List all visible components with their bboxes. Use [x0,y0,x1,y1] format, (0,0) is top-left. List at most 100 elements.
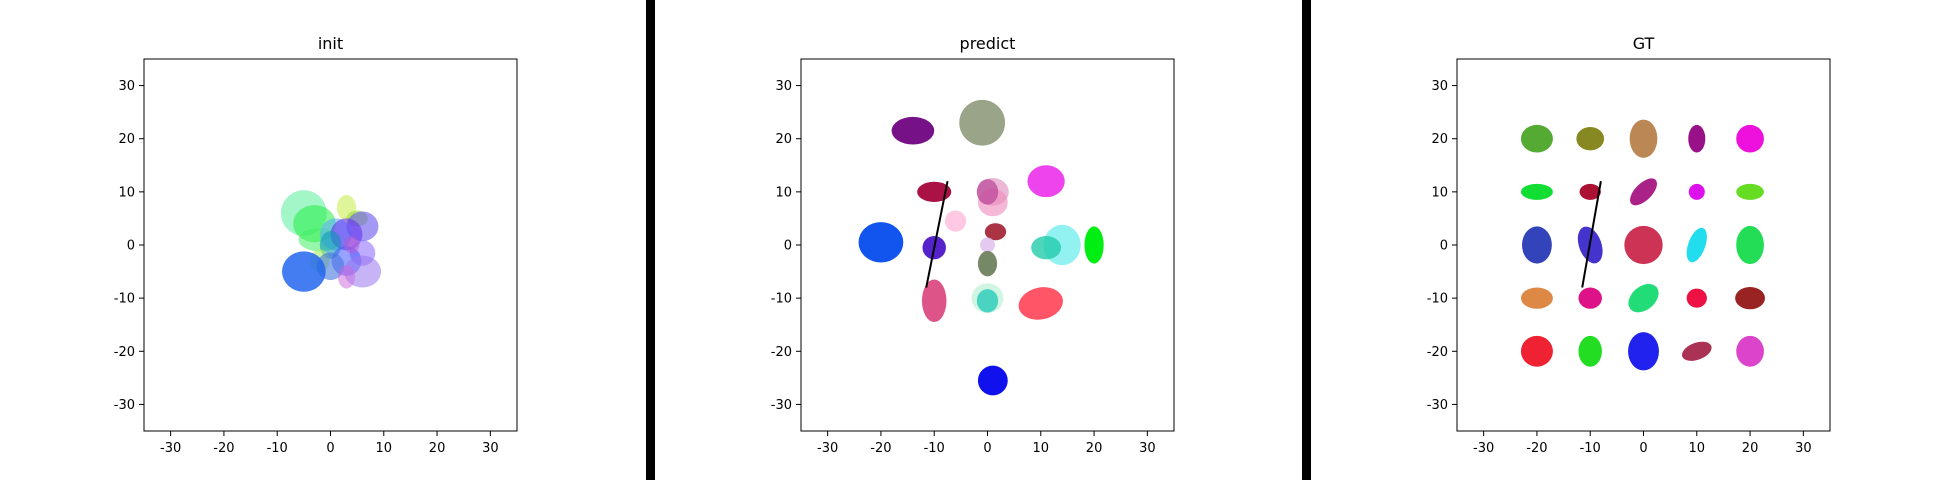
x-axis-predict: -30 -20 -10 0 10 20 30 [817,431,1156,456]
panel-init: init -30 -20 -10 0 10 20 30 -30 -20 -10 0 10 20 30 [114,34,518,456]
shape-gt-5 [1736,124,1764,153]
y-tick-label: 0 [1440,239,1448,254]
y-tick-label: 10 [118,185,135,200]
y-tick-label: -20 [771,345,792,360]
y-tick-label: -10 [1427,292,1448,307]
y-axis-predict: -30 -20 -10 0 10 20 30 [771,79,801,413]
panel-title-predict: predict [960,34,1016,53]
x-tick-label: 30 [1139,441,1156,456]
shape-init-16 [337,265,356,289]
shape-predict-15 [980,237,995,253]
shape-predict-8 [858,222,904,263]
shape-gt-18 [1628,283,1659,313]
panel-title-init: init [318,34,343,53]
plot-area-init [280,190,382,292]
x-tick-label: 10 [1689,441,1706,456]
plot-area-gt [1520,119,1765,371]
panel-divider-left [646,0,655,480]
x-tick-label: -10 [267,441,288,456]
plot-area-predict [858,99,1104,396]
shape-gt-2 [1576,127,1605,151]
x-tick-label: -10 [924,441,945,456]
x-tick-label: -20 [870,441,891,456]
shape-init-14 [282,251,326,292]
shape-predict-13 [1084,226,1104,264]
x-tick-label: 0 [1639,441,1647,456]
shape-gt-7 [1579,183,1601,200]
x-axis-gt: -30 -20 -10 0 10 20 30 [1473,431,1812,456]
shape-gt-17 [1578,287,1602,309]
x-tick-label: 0 [983,441,991,456]
shape-predict-4 [917,181,952,202]
shape-gt-22 [1578,335,1602,367]
line-segment-predict [925,181,949,288]
x-axis-init: -30 -20 -10 0 10 20 30 [160,431,499,456]
shape-predict-2 [959,99,1006,146]
shape-predict-16 [977,250,998,277]
x-tick-label: -20 [213,441,234,456]
shape-predict-10 [984,223,1007,241]
y-tick-label: 10 [1431,185,1448,200]
shape-gt-19 [1686,288,1707,308]
shape-gt-23 [1628,332,1659,371]
shape-predict-1 [891,116,935,145]
x-tick-label: 20 [429,441,446,456]
shape-predict-17 [921,279,947,323]
x-tick-label: 20 [1086,441,1103,456]
y-tick-label: 0 [127,239,135,254]
x-tick-label: -20 [1526,441,1547,456]
shape-gt-21 [1520,335,1553,367]
x-tick-label: -10 [1580,441,1601,456]
y-tick-label: 0 [784,239,792,254]
shape-predict-9 [944,210,967,232]
y-tick-label: 10 [775,185,792,200]
y-tick-label: 20 [775,132,792,147]
x-tick-label: 30 [482,441,499,456]
y-tick-label: -10 [114,292,135,307]
shape-gt-8 [1630,178,1657,206]
x-tick-label: 20 [1742,441,1759,456]
shape-gt-20 [1735,286,1765,310]
y-tick-label: -30 [771,398,792,413]
shape-gt-15 [1736,225,1764,265]
y-axis-init: -30 -20 -10 0 10 20 30 [114,79,144,413]
shape-gt-3 [1629,119,1658,158]
y-tick-label: 20 [1431,132,1448,147]
panel-divider-right [1302,0,1311,480]
y-tick-label: -30 [1427,398,1448,413]
y-tick-label: -20 [1427,345,1448,360]
y-tick-label: 30 [118,79,135,94]
y-tick-label: -10 [771,292,792,307]
shape-gt-9 [1688,183,1705,200]
shape-predict-3 [1027,165,1065,198]
shape-gt-4 [1688,124,1706,153]
shape-gt-10 [1736,183,1764,200]
shape-gt-14 [1686,227,1707,263]
x-tick-label: -30 [160,441,181,456]
y-tick-label: 30 [775,79,792,94]
y-tick-label: -30 [114,398,135,413]
x-tick-label: 10 [1033,441,1050,456]
shape-predict-12 [1031,235,1062,260]
shape-predict-21 [977,365,1008,396]
shape-predict-7 [976,179,999,205]
shape-gt-24 [1681,341,1712,361]
shape-predict-20 [1018,287,1063,320]
shape-gt-6 [1520,183,1553,200]
y-axis-gt: -30 -20 -10 0 10 20 30 [1427,79,1457,413]
y-tick-label: -20 [114,345,135,360]
x-tick-label: 30 [1795,441,1812,456]
panel-predict: predict -30 -20 -10 0 10 20 30 -30 -20 -10 0 10 20 30 [771,34,1175,456]
panel-title-gt: GT [1633,34,1655,53]
shape-gt-25 [1736,335,1764,367]
shape-gt-11 [1522,226,1552,264]
x-tick-label: -30 [817,441,838,456]
shape-gt-1 [1520,124,1553,153]
y-tick-label: 20 [118,132,135,147]
line-segment-gt [1581,181,1602,288]
shape-gt-16 [1520,287,1553,309]
x-tick-label: 10 [376,441,393,456]
x-tick-label: -30 [1473,441,1494,456]
x-tick-label: 0 [326,441,334,456]
